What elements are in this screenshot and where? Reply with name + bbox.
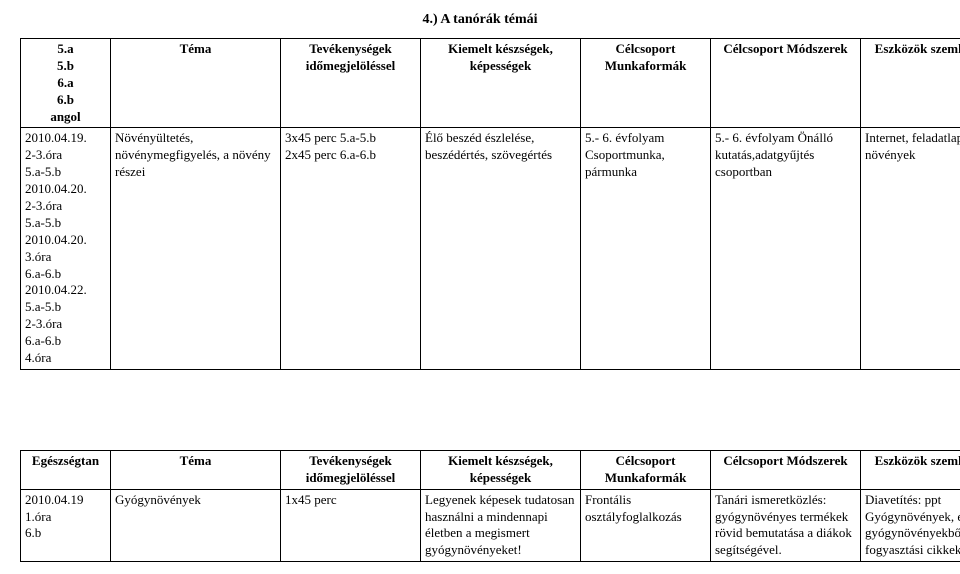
t2-h3: Tevékenységek időmegjelöléssel — [281, 450, 421, 489]
t1-h7: Eszközök szemléltetés — [861, 39, 960, 128]
t2-h1: Egészségtan — [21, 450, 111, 489]
t2-r1-c7: Diavetítés: ppt Gyógynövények, és gyógyn… — [861, 489, 960, 562]
t2-h7: Eszközök szemléltetés — [861, 450, 960, 489]
t1-h1: 5.a5.b6.a6.bangol — [21, 39, 111, 128]
table-row: Egészségtan Téma Tevékenységek időmegjel… — [21, 450, 960, 489]
t1-h5: Célcsoport Munkaformák — [581, 39, 711, 128]
table-gap — [20, 370, 940, 450]
t1-h2: Téma — [111, 39, 281, 128]
t2-r1-c3: 1x45 perc — [281, 489, 421, 562]
t2-h6: Célcsoport Módszerek — [711, 450, 861, 489]
t2-h4: Kiemelt készségek, képességek — [421, 450, 581, 489]
table-1: 5.a5.b6.a6.bangol Téma Tevékenységek idő… — [20, 38, 960, 370]
t1-r1-c1: 2010.04.19.2-3.óra5.a-5.b2010.04.20.2-3.… — [21, 128, 111, 369]
table-2: Egészségtan Téma Tevékenységek időmegjel… — [20, 450, 960, 562]
t1-r1-c3: 3x45 perc 5.a-5.b2x45 perc 6.a-6.b — [281, 128, 421, 369]
t2-h2: Téma — [111, 450, 281, 489]
t2-r1-c1: 2010.04.191.óra6.b — [21, 489, 111, 562]
doc-title: 4.) A tanórák témái — [20, 12, 940, 28]
t1-r1-c4: Élő beszéd észlelése, beszédértés, szöve… — [421, 128, 581, 369]
t1-r1-c7: Internet, feladatlapok, növények — [861, 128, 960, 369]
t2-r1-c6: Tanári ismeretközlés: gyógynövényes term… — [711, 489, 861, 562]
table-row: 5.a5.b6.a6.bangol Téma Tevékenységek idő… — [21, 39, 960, 128]
t2-r1-c2: Gyógynövények — [111, 489, 281, 562]
t2-r1-c5: Frontális osztályfoglalkozás — [581, 489, 711, 562]
t1-h3: Tevékenységek időmegjelöléssel — [281, 39, 421, 128]
t2-r1-c4: Legyenek képesek tudatosan használni a m… — [421, 489, 581, 562]
t1-r1-c5: 5.- 6. évfolyam Csoportmunka, pármunka — [581, 128, 711, 369]
table-row: 2010.04.191.óra6.b Gyógynövények 1x45 pe… — [21, 489, 960, 562]
table-row: 2010.04.19.2-3.óra5.a-5.b2010.04.20.2-3.… — [21, 128, 960, 369]
t1-r1-c2: Növényültetés, növénymegfigyelés, a növé… — [111, 128, 281, 369]
t1-h6: Célcsoport Módszerek — [711, 39, 861, 128]
t1-h4: Kiemelt készségek, képességek — [421, 39, 581, 128]
t2-h5: Célcsoport Munkaformák — [581, 450, 711, 489]
t1-r1-c6: 5.- 6. évfolyam Önálló kutatás,adatgyűjt… — [711, 128, 861, 369]
